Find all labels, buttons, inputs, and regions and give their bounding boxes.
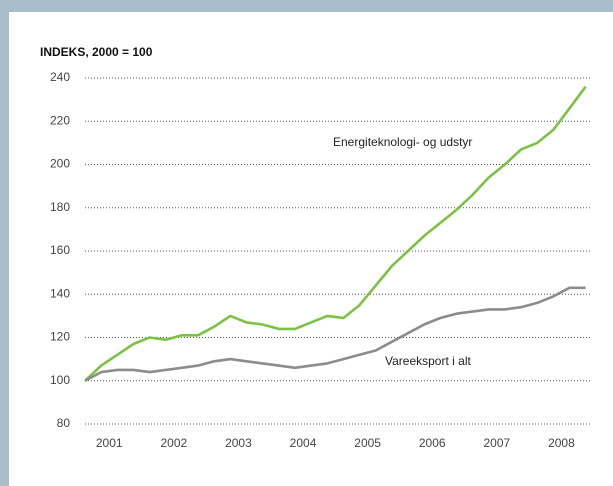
x-tick-label: 2003 xyxy=(225,436,252,450)
y-tick-label: 120 xyxy=(50,330,70,344)
series-label: Energiteknologi- og udstyr xyxy=(333,135,472,149)
y-tick-label: 200 xyxy=(50,157,70,171)
x-tick-label: 2007 xyxy=(483,436,510,450)
y-tick-label: 140 xyxy=(50,286,70,300)
y-tick-label: 180 xyxy=(50,200,70,214)
x-tick-label: 2006 xyxy=(419,436,446,450)
series-line xyxy=(84,286,586,382)
frame-top xyxy=(0,0,613,12)
y-tick-label: 240 xyxy=(50,70,70,84)
x-tick-label: 2002 xyxy=(160,436,187,450)
x-tick-label: 2008 xyxy=(548,436,575,450)
y-tick-label: 100 xyxy=(50,373,70,387)
frame-left xyxy=(0,0,9,486)
x-tick-label: 2005 xyxy=(354,436,381,450)
y-tick-label: 160 xyxy=(50,243,70,257)
y-tick-label: 220 xyxy=(50,113,70,127)
series-line xyxy=(84,85,587,382)
chart-title: INDEKS, 2000 = 100 xyxy=(40,45,153,59)
series-label: Vareeksport i alt xyxy=(385,354,471,368)
x-tick-label: 2001 xyxy=(96,436,123,450)
x-tick-label: 2004 xyxy=(290,436,317,450)
y-tick-label: 80 xyxy=(57,416,71,430)
